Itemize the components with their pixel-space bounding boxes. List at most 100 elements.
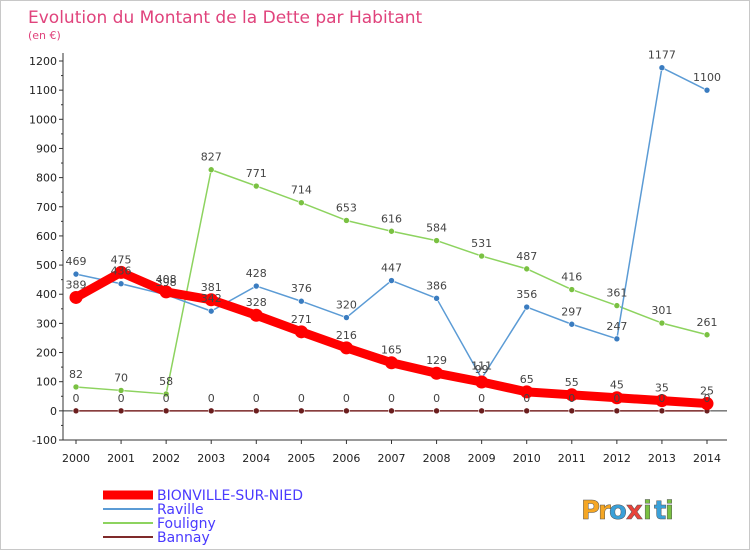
- axes: -100010020030040050060070080090010001100…: [29, 53, 727, 465]
- series-point-2: [613, 302, 621, 309]
- series-point-2: [658, 319, 666, 327]
- data-label: 25: [700, 385, 714, 398]
- y-tick-label: 700: [36, 201, 57, 214]
- series-point-2: [703, 331, 711, 339]
- data-label: 247: [606, 320, 627, 333]
- series-point-3: [117, 407, 125, 415]
- series-point-0: [475, 375, 489, 389]
- data-label: 531: [471, 237, 492, 250]
- data-label: 328: [246, 296, 267, 309]
- series-point-2: [388, 227, 395, 235]
- series-point-0: [339, 341, 353, 355]
- y-tick-label: 900: [36, 142, 57, 155]
- x-tick-label: 2013: [648, 452, 676, 465]
- data-label: 584: [426, 222, 447, 235]
- series-point-0: [114, 265, 128, 279]
- data-label: 1177: [648, 49, 676, 62]
- x-tick-label: 2002: [152, 452, 180, 465]
- series-point-3: [72, 407, 80, 415]
- data-label: 342: [201, 292, 222, 305]
- y-tick-label: 300: [36, 317, 57, 330]
- series-point-1: [658, 64, 666, 72]
- data-label: 0: [523, 392, 530, 405]
- y-tick-label: 400: [36, 288, 57, 301]
- data-label: 65: [520, 373, 534, 386]
- data-label: 111: [471, 359, 492, 372]
- series-point-2: [162, 390, 170, 398]
- data-label: 416: [561, 271, 582, 284]
- data-label: 361: [606, 287, 627, 300]
- series-point-0: [69, 290, 83, 304]
- data-label: 0: [208, 392, 215, 405]
- series-point-3: [252, 407, 260, 415]
- data-label: 0: [478, 392, 485, 405]
- x-tick-label: 2009: [468, 452, 496, 465]
- legend-label-2: Fouligny: [157, 516, 216, 532]
- y-tick-label: 100: [36, 376, 57, 389]
- data-label: 469: [66, 255, 87, 268]
- y-tick-label: 1200: [29, 55, 57, 68]
- data-label: 0: [118, 392, 125, 405]
- data-label: 0: [73, 392, 80, 405]
- logo-letter: r: [598, 496, 611, 526]
- data-label: 99: [475, 363, 489, 376]
- series-point-3: [298, 407, 305, 415]
- y-tick-label: 800: [36, 172, 57, 185]
- legend-label-1: Raville: [157, 502, 204, 518]
- series-point-1: [703, 86, 711, 94]
- series-point-1: [568, 320, 576, 328]
- series-point-2: [478, 252, 485, 260]
- series-point-3: [433, 407, 440, 415]
- series-point-0: [520, 385, 534, 399]
- data-label: 301: [651, 304, 672, 317]
- series-point-1: [613, 335, 621, 343]
- data-label: 653: [336, 201, 357, 214]
- series-point-0: [430, 366, 444, 380]
- series-point-3: [343, 407, 350, 415]
- series-point-0: [249, 308, 263, 322]
- x-tick-label: 2003: [197, 452, 225, 465]
- proxiti-logo: Pro x i ti: [581, 496, 674, 527]
- series-point-3: [207, 407, 215, 415]
- data-label: 398: [156, 276, 177, 289]
- chart-title: Evolution du Montant de la Dette par Hab…: [28, 8, 423, 28]
- series-point-3: [162, 407, 170, 415]
- data-label: 0: [163, 392, 170, 405]
- data-label: 381: [201, 281, 222, 294]
- series-point-3: [613, 407, 621, 415]
- x-tick-label: 2005: [287, 452, 315, 465]
- data-label: 45: [610, 379, 624, 392]
- data-label: 216: [336, 329, 357, 342]
- x-tick-label: 2010: [513, 452, 541, 465]
- data-label: 70: [114, 371, 128, 384]
- x-tick-label: 2006: [332, 452, 360, 465]
- data-label: 297: [561, 305, 582, 318]
- y-tick-label: -100: [32, 434, 57, 447]
- series-point-3: [388, 407, 395, 415]
- data-label: 129: [426, 354, 447, 367]
- y-tick-label: 1000: [29, 113, 57, 126]
- series-point-0: [385, 356, 398, 370]
- data-label: 389: [66, 278, 87, 291]
- data-label: 714: [291, 184, 312, 197]
- series-point-2: [207, 166, 215, 174]
- data-label: 616: [381, 212, 402, 225]
- data-label: 428: [246, 267, 267, 280]
- series-point-0: [159, 285, 173, 299]
- series-point-2: [72, 383, 80, 391]
- y-axis-unit: (en €): [28, 29, 61, 42]
- x-tick-label: 2008: [423, 452, 451, 465]
- data-label: 82: [69, 368, 83, 381]
- data-label: 0: [343, 392, 350, 405]
- data-label: 58: [159, 375, 173, 388]
- series-point-1: [343, 314, 350, 321]
- x-tick-label: 2004: [242, 452, 270, 465]
- x-tick-label: 2014: [693, 452, 721, 465]
- data-label: 1100: [693, 71, 721, 84]
- logo-letter: i: [643, 496, 652, 526]
- data-label: 447: [381, 262, 402, 275]
- legend-label-0: BIONVILLE-SUR-NIED: [157, 488, 303, 504]
- series-point-1: [523, 303, 531, 311]
- data-label: 320: [336, 299, 357, 312]
